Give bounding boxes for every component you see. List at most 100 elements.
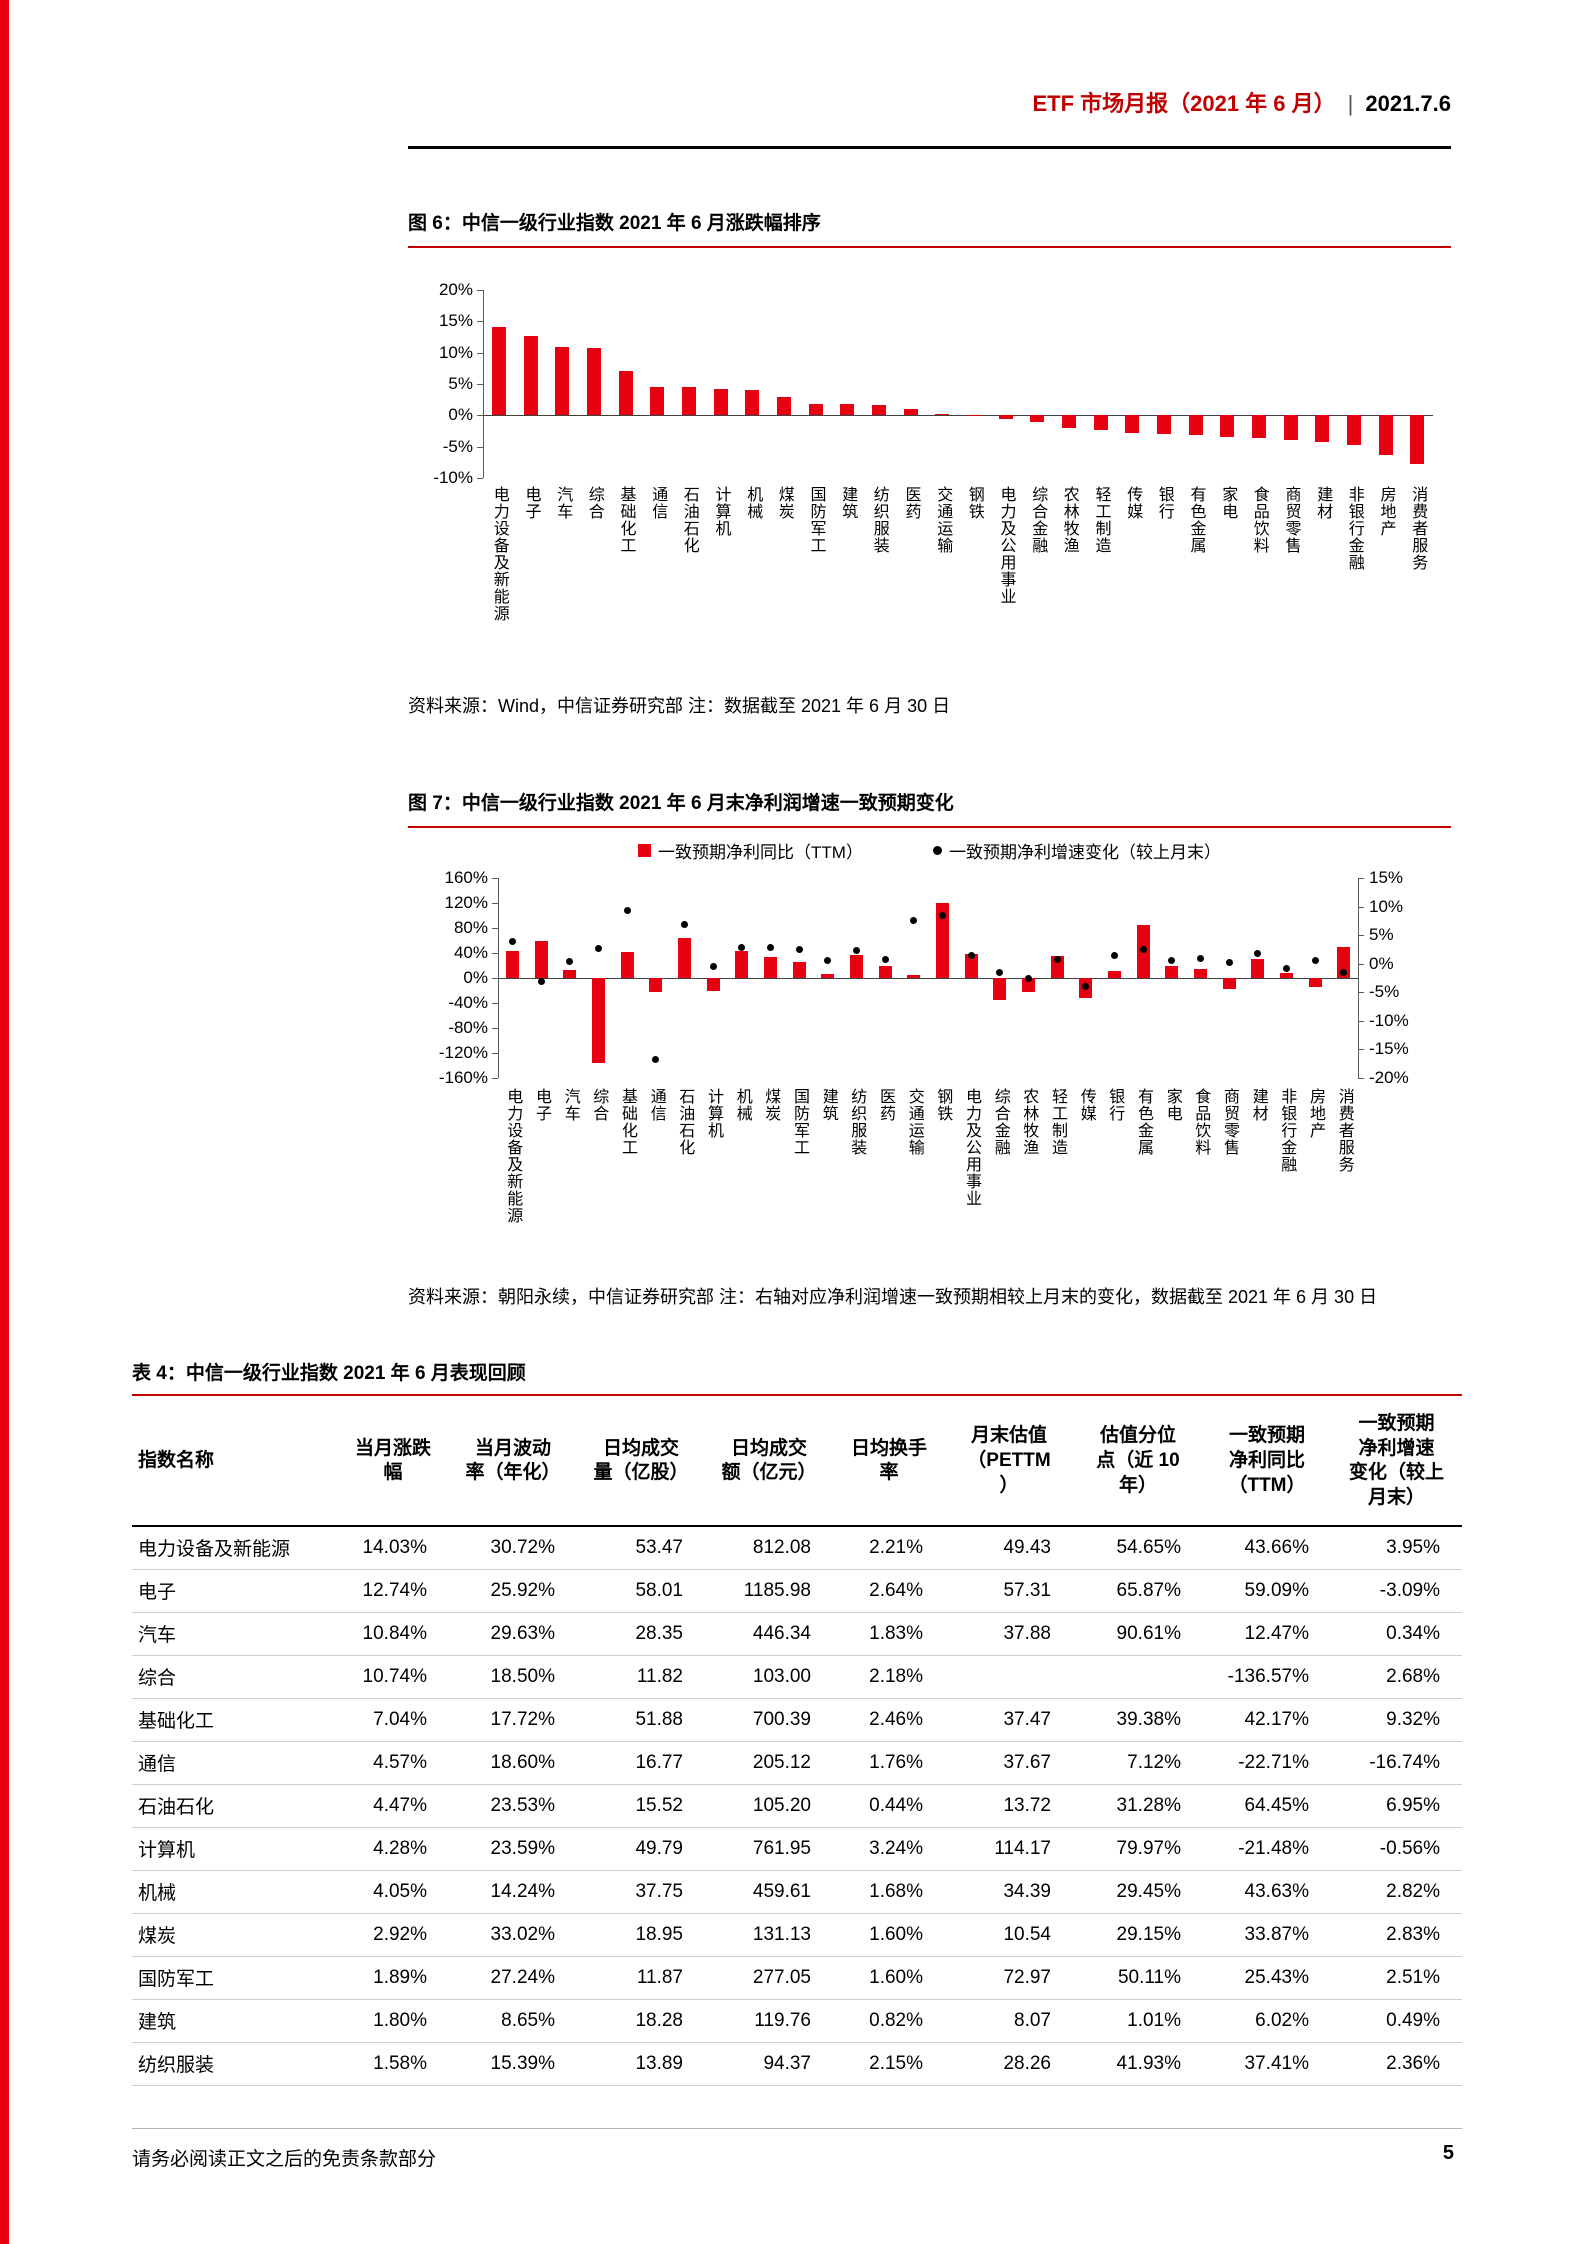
bar [993,978,1007,1000]
bar [1378,415,1393,455]
bar [1308,978,1322,987]
column-header: 当月涨跌 幅 [337,1398,449,1527]
bar [966,414,981,416]
y-axis-tick [477,321,483,323]
value-cell: 11.87 [577,1956,705,2000]
left-margin-accent-bar [0,0,9,2244]
y-axis-tick-label: 15% [438,311,473,331]
value-cell: 37.67 [945,1741,1073,1785]
value-cell: 50.11% [1073,1956,1203,2000]
value-cell: 53.47 [577,1525,705,1570]
value-cell: 10.54 [945,1913,1073,1957]
dot [795,945,803,953]
index-name-cell: 基础化工 [132,1698,337,1742]
figure7-title-underline [408,826,1451,828]
bar [935,903,949,978]
bar [523,335,538,416]
dot [1282,964,1290,972]
value-cell: 2.18% [833,1655,945,1699]
value-cell: 27.24% [449,1956,577,2000]
value-cell: 103.00 [705,1655,833,1699]
bar [491,327,506,416]
bar [745,390,760,416]
value-cell: 51.88 [577,1698,705,1742]
category-label: 电力及公用事业 [963,1088,980,1207]
table-row: 机械 4.05% 14.24% 37.75 459.61 1.68% 34.39 29.45%… [132,1870,1462,1914]
category-label: 钢铁 [965,486,983,520]
dot [1024,974,1032,982]
value-cell: 25.43% [1203,1956,1331,2000]
dot [1254,949,1262,957]
category-label: 石油石化 [676,1088,694,1156]
dot [1139,945,1147,953]
left-axis-tick-label: 40% [453,943,488,962]
value-cell: 39.38% [1073,1698,1203,1742]
left-axis-tick [492,978,498,979]
value-cell: 812.08 [705,1525,833,1570]
category-label: 电力设备及新能源 [490,486,508,622]
header-separator: | [1347,91,1354,116]
value-cell: 18.60% [449,1741,577,1785]
dot [508,937,516,945]
right-axis-tick-label: -20% [1369,1068,1409,1087]
dot [766,944,774,951]
bar [620,951,634,978]
category-label: 轻工制造 [1049,1088,1066,1156]
value-cell: 12.74% [337,1569,449,1613]
footer-rule [132,2128,1462,2129]
bar [713,388,728,416]
table-row: 国防军工 1.89% 27.24% 11.87 277.05 1.60% 72.97 50.1… [132,1956,1462,2000]
category-label: 交通运输 [905,1088,923,1156]
value-cell: 446.34 [705,1612,833,1656]
bar [935,413,950,416]
value-cell: 1.89% [337,1956,449,2000]
value-cell: 17.72% [449,1698,577,1742]
y-axis-tick [477,446,483,448]
bar [1061,415,1076,428]
dot [709,963,717,971]
index-name-cell: 电力设备及新能源 [132,1525,337,1570]
figure6-source-note: 资料来源：Wind，中信证券研究部 注：数据截至 2021 年 6 月 30 日 [408,696,951,716]
bar [706,978,720,992]
category-label: 建材 [1314,486,1332,520]
category-label: 传媒 [1124,486,1142,520]
y-axis-tick-label: -5% [442,436,473,456]
category-label: 基础化工 [619,1088,636,1156]
left-axis-tick [492,1028,498,1029]
value-cell: 65.87% [1073,1569,1203,1613]
value-cell: 43.63% [1203,1870,1331,1914]
category-label: 农林牧渔 [1020,1088,1038,1156]
value-cell: 29.45% [1073,1870,1203,1914]
figure7-combo-chart: 160% 120% 80% 40% 0% -40% -80% -120% -160% 15% 10%… [408,868,1451,1277]
category-label: 综合金融 [1029,486,1047,554]
bar [849,954,863,978]
left-axis-tick-label: -160% [438,1068,488,1087]
bar [505,950,519,978]
left-axis-tick [492,928,498,929]
bar [1188,415,1203,436]
category-label: 钢铁 [934,1088,952,1122]
category-label: 纺织服装 [870,486,888,554]
bar [1222,978,1236,990]
value-cell: 12.47% [1203,1612,1331,1656]
legend-label-dot-series: 一致预期净利增速变化（较上月末） [948,843,1221,862]
bar [1346,415,1361,446]
table-row: 纺织服装 1.58% 15.39% 13.89 94.37 2.15% 28.26 41.93… [132,2042,1462,2086]
value-cell: 29.63% [449,1612,577,1656]
dot [1053,955,1061,963]
table-row: 建筑 1.80% 8.65% 18.28 119.76 0.82% 8.07 1.01% 6.0… [132,1999,1462,2043]
value-cell: 114.17 [945,1827,1073,1871]
category-label: 医药 [877,1088,894,1122]
category-label: 石油石化 [680,486,698,554]
value-cell: 79.97% [1073,1827,1203,1871]
value-cell: 16.77 [577,1741,705,1785]
bar [586,348,601,416]
left-axis-tick [492,1003,498,1004]
value-cell: 23.53% [449,1784,577,1828]
dot [623,907,631,914]
category-label: 煤炭 [775,486,793,520]
left-axis-line [483,290,484,478]
value-cell: 54.65% [1073,1525,1203,1570]
bar [563,970,577,978]
left-axis-tick-label: -80% [448,1018,488,1037]
